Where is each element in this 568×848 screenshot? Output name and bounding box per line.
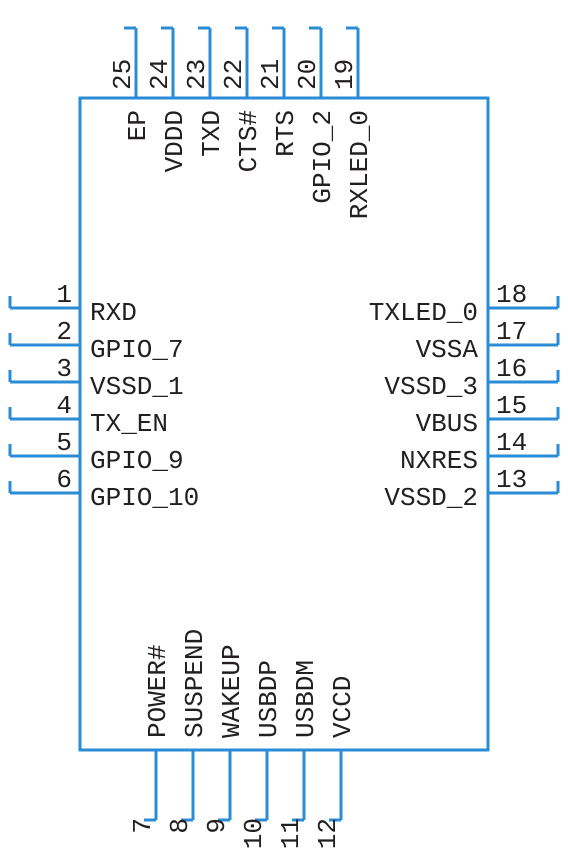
pin-label: GPIO_10: [90, 483, 199, 513]
pin-number: 24: [145, 59, 175, 90]
pin-label: VSSA: [416, 335, 479, 365]
pin-label: TXLED_0: [369, 298, 478, 328]
pin-number: 25: [108, 59, 138, 90]
pin-number: 11: [276, 818, 306, 848]
pin-label: VSSD_2: [384, 483, 478, 513]
pin-number: 18: [496, 280, 527, 310]
pin-label: VCCD: [328, 676, 358, 738]
pin-number: 4: [56, 391, 72, 421]
pin-label: GPIO_2: [308, 110, 338, 204]
pin-label: VBUS: [416, 409, 478, 439]
pin-number: 21: [256, 59, 286, 90]
pin-label: USBDP: [254, 660, 284, 738]
pin-label: WAKEUP: [217, 644, 247, 738]
pin-number: 5: [56, 428, 72, 458]
pin-number: 15: [496, 391, 527, 421]
pin-label: EP: [123, 110, 153, 141]
pin-label: GPIO_9: [90, 446, 184, 476]
pin-number: 17: [496, 317, 527, 347]
pin-label: VSSD_3: [384, 372, 478, 402]
pin-number: 13: [496, 465, 527, 495]
pin-number: 19: [330, 59, 360, 90]
pin-label: RTS: [271, 110, 301, 157]
pin-number: 22: [219, 59, 249, 90]
pin-number: 1: [56, 280, 72, 310]
pin-number: 23: [182, 59, 212, 90]
pin-label: SUSPEND: [180, 629, 210, 738]
pin-label: USBDM: [291, 660, 321, 738]
pin-number: 8: [165, 818, 195, 834]
pin-label: RXD: [90, 298, 137, 328]
pin-label: GPIO_7: [90, 335, 184, 365]
pin-label: VDDD: [160, 110, 190, 172]
pin-label: TX_EN: [90, 409, 168, 439]
pin-label: NXRES: [400, 446, 478, 476]
pin-number: 16: [496, 354, 527, 384]
pin-number: 7: [128, 818, 158, 834]
pin-number: 14: [496, 428, 527, 458]
pinout-diagram: 1 RXD 2 GPIO_7 3 VSSD_1 4 TX_EN 5 GPIO_9 6 GPIO_10 1…: [0, 0, 568, 848]
pin-number: 3: [56, 354, 72, 384]
pin-label: TXD: [197, 110, 227, 157]
pin-number: 20: [293, 59, 323, 90]
pin-label: CTS#: [234, 110, 264, 172]
pin-number: 12: [313, 818, 343, 848]
pin-number: 9: [202, 818, 232, 834]
pin-label: VSSD_1: [90, 372, 184, 402]
pin-number: 10: [239, 818, 269, 848]
pin-number: 6: [56, 465, 72, 495]
pin-label: RXLED_0: [345, 110, 375, 219]
pin-number: 2: [56, 317, 72, 347]
pin-label: POWER#: [143, 644, 173, 738]
